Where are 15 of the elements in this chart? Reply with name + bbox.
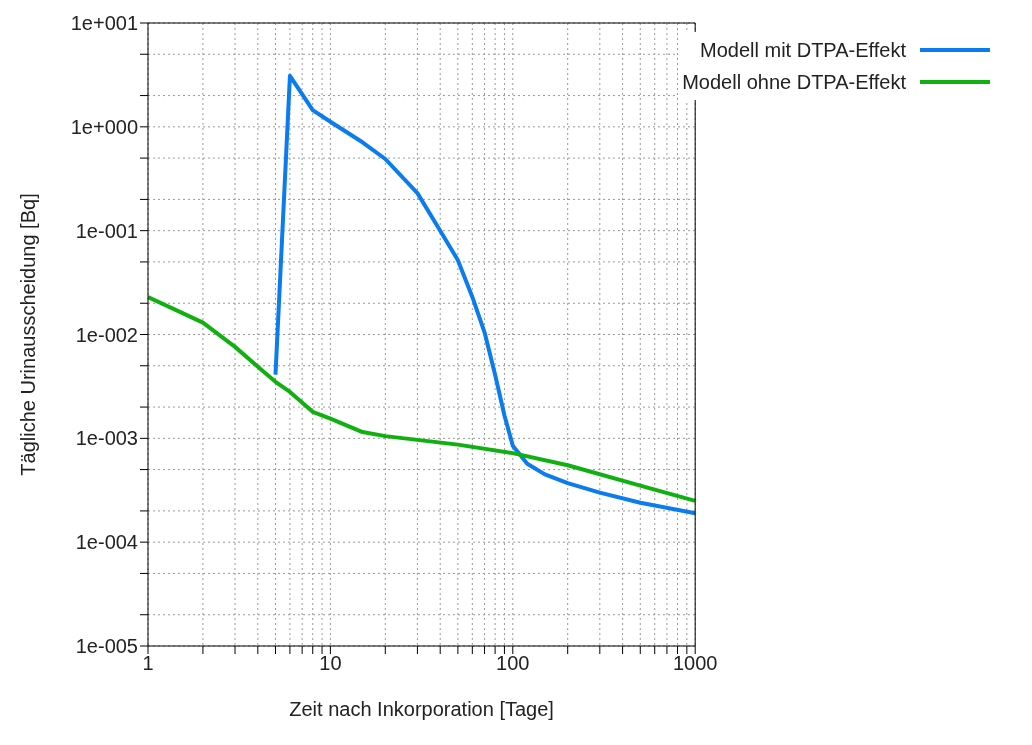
y-tick-label: 1e-004 xyxy=(75,531,138,554)
legend-label: Modell mit DTPA-Effekt xyxy=(700,38,906,62)
x-tick-label: 1 xyxy=(142,652,154,675)
x-tick-label: 10 xyxy=(319,652,342,675)
y-tick-label: 1e-002 xyxy=(75,323,138,346)
x-tick-label: 100 xyxy=(496,652,530,675)
y-tick-label: 1e-003 xyxy=(75,427,138,450)
legend-label: Modell ohne DTPA-Effekt xyxy=(682,70,906,94)
x-axis-title: Zeit nach Inkorporation [Tage] xyxy=(289,698,554,720)
y-tick-label: 1e+000 xyxy=(70,115,138,138)
y-tick-label: 1e+001 xyxy=(70,12,138,35)
x-tick-label: 1000 xyxy=(672,652,718,675)
y-tick-label: 1e-005 xyxy=(75,635,138,658)
y-axis-title: Tägliche Urinausscheidung [Bq] xyxy=(17,193,40,476)
y-tick-label: 1e-001 xyxy=(75,219,138,242)
